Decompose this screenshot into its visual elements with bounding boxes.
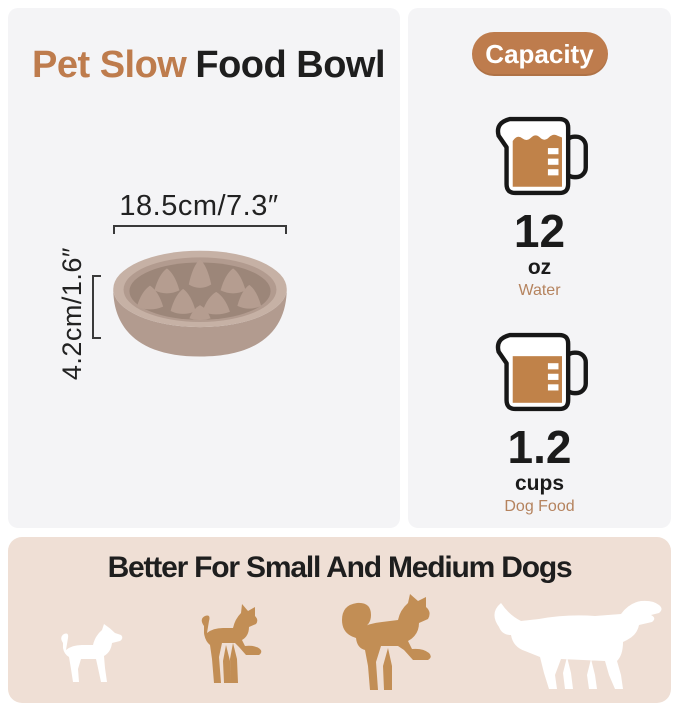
measuring-cup-water-icon — [495, 116, 588, 196]
suitability-panel: Better For Small And Medium Dogs — [8, 537, 671, 703]
capacity-value-water: 12 — [513, 205, 566, 257]
extra-small-dog-icon — [61, 624, 123, 682]
capacity-badge: Capacity — [471, 32, 608, 76]
height-dimension-label: 4.2cm/1.6″ — [56, 247, 87, 381]
large-dog-icon — [494, 600, 662, 689]
measuring-cup-food-icon — [495, 332, 588, 411]
width-dimension-bracket — [113, 225, 287, 234]
medium-dog-icon — [342, 594, 431, 690]
capacity-unit-food: cups — [514, 471, 564, 495]
height-dimension-label-wrap: 4.2cm/1.6″ — [52, 233, 92, 395]
capacity-panel: Capacity 12 oz Water 1.2 cups Dog Food — [408, 8, 671, 528]
product-panel: Pet Slow Food Bowl 18.5cm/7.3″ 4.2cm/1.6″ — [8, 8, 400, 528]
capacity-value-food: 1.2 — [507, 420, 572, 473]
page-title: Pet Slow Food Bowl — [32, 44, 386, 87]
small-dog-icon — [201, 604, 262, 683]
capacity-unit-water: oz — [527, 256, 552, 279]
slow-feeder-bowl-image — [113, 250, 287, 357]
title-accent: Pet Slow — [32, 44, 187, 86]
suitability-heading: Better For Small And Medium Dogs — [107, 551, 573, 584]
title-rest: Food Bowl — [195, 44, 386, 86]
capacity-label-food: Dog Food — [504, 497, 575, 515]
capacity-label-water: Water — [518, 282, 561, 300]
height-dimension-bracket — [92, 275, 101, 339]
width-dimension-label: 18.5cm/7.3″ — [119, 190, 279, 222]
